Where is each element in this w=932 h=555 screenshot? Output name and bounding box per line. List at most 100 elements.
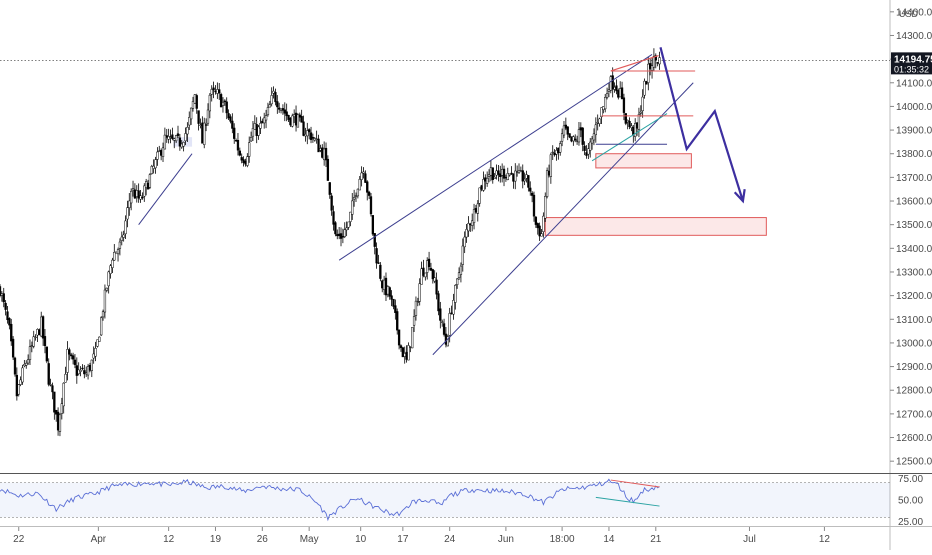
candle-body bbox=[422, 267, 425, 276]
candle-83 bbox=[154, 156, 157, 174]
candle-body bbox=[527, 175, 530, 188]
candle-body bbox=[13, 357, 17, 375]
candle-52 bbox=[96, 339, 99, 348]
supply-demand-zone-1 bbox=[544, 217, 767, 236]
candle-243 bbox=[454, 284, 457, 310]
candle-body bbox=[396, 311, 399, 331]
candle-body bbox=[358, 178, 361, 191]
time-tick-label: 17 bbox=[397, 534, 409, 545]
candle-body bbox=[199, 124, 202, 126]
candle-body bbox=[538, 225, 541, 237]
candle-body bbox=[574, 138, 577, 141]
candle-body bbox=[126, 207, 129, 220]
candle-body bbox=[362, 171, 365, 174]
candle-body bbox=[345, 227, 348, 231]
candle-68 bbox=[126, 200, 129, 228]
candle-36 bbox=[66, 341, 69, 381]
candle-16 bbox=[28, 339, 32, 365]
candle-123 bbox=[229, 114, 232, 124]
rsi-divergence-line-0 bbox=[610, 479, 660, 488]
candle-body bbox=[101, 311, 105, 318]
candle-284 bbox=[530, 191, 534, 203]
candle-body bbox=[128, 200, 131, 209]
candle-body bbox=[2, 293, 5, 303]
candle-body bbox=[510, 172, 513, 175]
candle-body bbox=[414, 300, 418, 316]
candle-332 bbox=[620, 81, 624, 100]
candle-body bbox=[86, 366, 90, 376]
candle-39 bbox=[71, 352, 75, 365]
candle-body bbox=[105, 287, 108, 291]
candle-body bbox=[73, 359, 77, 365]
candle-body bbox=[25, 362, 28, 366]
candle-body bbox=[388, 287, 391, 297]
candle-35 bbox=[64, 366, 67, 383]
candle-body bbox=[349, 211, 352, 222]
candle-body bbox=[457, 272, 461, 279]
candle-body bbox=[17, 384, 20, 395]
candle-body bbox=[536, 223, 539, 229]
candle-body bbox=[529, 187, 532, 192]
candle-body bbox=[111, 259, 114, 268]
rsi-line bbox=[0, 478, 660, 522]
candle-129 bbox=[240, 153, 243, 164]
candle-337 bbox=[630, 123, 633, 132]
candle-133 bbox=[248, 136, 251, 163]
candle-body bbox=[551, 151, 554, 154]
candle-body bbox=[311, 137, 315, 139]
candle-336 bbox=[628, 117, 631, 130]
candle-body bbox=[437, 293, 440, 312]
candle-77 bbox=[143, 183, 146, 202]
candle-309 bbox=[577, 122, 581, 146]
candle-188 bbox=[351, 192, 354, 220]
candle-body bbox=[321, 147, 324, 158]
candle-252 bbox=[471, 213, 474, 232]
candle-295 bbox=[551, 145, 554, 161]
candle-14 bbox=[25, 360, 28, 369]
candle-body bbox=[446, 336, 449, 347]
candle-body bbox=[43, 336, 47, 346]
candle-body bbox=[635, 122, 639, 129]
candle-body bbox=[508, 173, 511, 176]
time-tick-label: Jun bbox=[498, 534, 514, 545]
candle-body bbox=[381, 280, 384, 289]
candle-body bbox=[203, 122, 206, 145]
candle-110 bbox=[204, 118, 208, 132]
candle-body bbox=[604, 97, 607, 110]
candle-body bbox=[583, 145, 586, 151]
candle-body bbox=[6, 311, 9, 321]
price-tick-label: 13700.00 bbox=[896, 173, 932, 184]
candle-231 bbox=[431, 268, 434, 284]
candle-body bbox=[186, 126, 189, 135]
candle-162 bbox=[302, 115, 305, 137]
candle-223 bbox=[416, 297, 419, 307]
candle-132 bbox=[246, 153, 249, 168]
candle-body bbox=[654, 55, 657, 61]
candle-body bbox=[115, 251, 118, 254]
candle-body bbox=[28, 346, 32, 360]
candle-body bbox=[523, 178, 526, 182]
candle-body bbox=[214, 90, 217, 93]
rsi-divergence-line-1 bbox=[595, 496, 660, 507]
candle-327 bbox=[611, 67, 614, 98]
price-tick-label: 13300.00 bbox=[896, 267, 932, 278]
candle-body bbox=[296, 114, 300, 128]
candle-body bbox=[176, 133, 180, 136]
candle-body bbox=[15, 374, 19, 397]
candle-body bbox=[426, 260, 429, 273]
candle-109 bbox=[203, 117, 206, 149]
peak-line bbox=[610, 55, 659, 72]
candle-body bbox=[30, 345, 34, 347]
candle-body bbox=[474, 208, 478, 213]
candle-body bbox=[471, 220, 474, 226]
candle-body bbox=[560, 133, 564, 142]
candle-body bbox=[360, 172, 363, 180]
candle-body bbox=[144, 181, 148, 188]
candle-body bbox=[472, 209, 476, 223]
candle-92 bbox=[171, 127, 174, 141]
candle-body bbox=[289, 117, 292, 126]
candle-264 bbox=[493, 173, 496, 179]
candle-233 bbox=[435, 272, 438, 300]
candle-body bbox=[53, 391, 56, 413]
candle-body bbox=[56, 411, 60, 431]
